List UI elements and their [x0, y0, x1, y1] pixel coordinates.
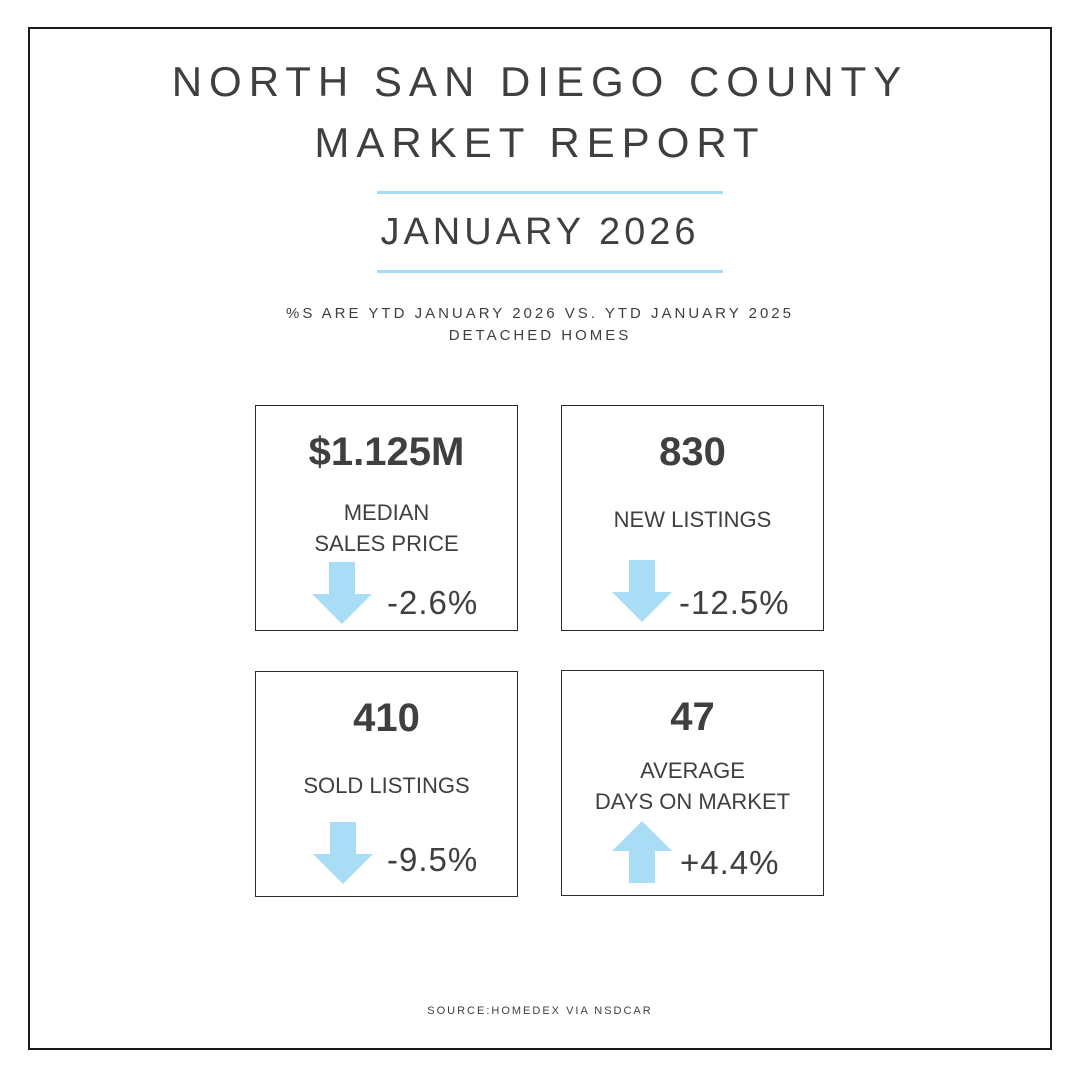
stat-value: 830	[659, 430, 726, 474]
down-arrow-icon	[612, 560, 672, 622]
data-source-note: SOURCE:HOMEDEX VIA NSDCAR	[427, 1005, 653, 1017]
property-type-note: DETACHED HOMES	[448, 327, 632, 344]
stat-card-new-listings: 830 NEW LISTINGS -12.5%	[561, 405, 824, 631]
month-rule-top	[377, 191, 723, 194]
report-month: JANUARY 2026	[380, 211, 700, 253]
stat-label: MEDIAN SALES PRICE	[256, 497, 517, 559]
stat-card-days-on-market: 47 AVERAGE DAYS ON MARKET +4.4%	[561, 670, 824, 896]
stat-value: $1.125M	[308, 430, 465, 474]
month-rule-bottom	[377, 270, 723, 273]
stat-change: -12.5%	[679, 584, 790, 621]
stat-label: AVERAGE DAYS ON MARKET	[562, 755, 823, 817]
report-title-line1: NORTH SAN DIEGO COUNTY	[171, 58, 909, 105]
stat-label: NEW LISTINGS	[613, 507, 772, 532]
stat-label: SOLD LISTINGS	[303, 773, 470, 798]
page-frame	[28, 27, 1052, 1050]
up-arrow-icon	[612, 821, 672, 883]
stat-change: -2.6%	[387, 584, 479, 621]
stat-label-line1: MEDIAN	[343, 500, 430, 525]
report-title-line2: MARKET REPORT	[314, 119, 766, 166]
stat-value: 410	[353, 696, 420, 740]
stat-change: -9.5%	[387, 841, 479, 878]
stat-label-line2: SALES PRICE	[314, 531, 459, 556]
stat-change: +4.4%	[680, 844, 780, 881]
stat-card-median-sales-price: $1.125M MEDIAN SALES PRICE -2.6%	[255, 405, 518, 631]
stat-card-sold-listings: 410 SOLD LISTINGS -9.5%	[255, 671, 518, 897]
down-arrow-icon	[313, 822, 373, 884]
stat-label-line1: AVERAGE	[640, 758, 745, 783]
stat-label-line2: DAYS ON MARKET	[594, 789, 791, 814]
down-arrow-icon	[312, 562, 372, 624]
comparison-note: %S ARE YTD JANUARY 2026 VS. YTD JANUARY …	[285, 305, 794, 322]
stat-value: 47	[670, 695, 715, 739]
